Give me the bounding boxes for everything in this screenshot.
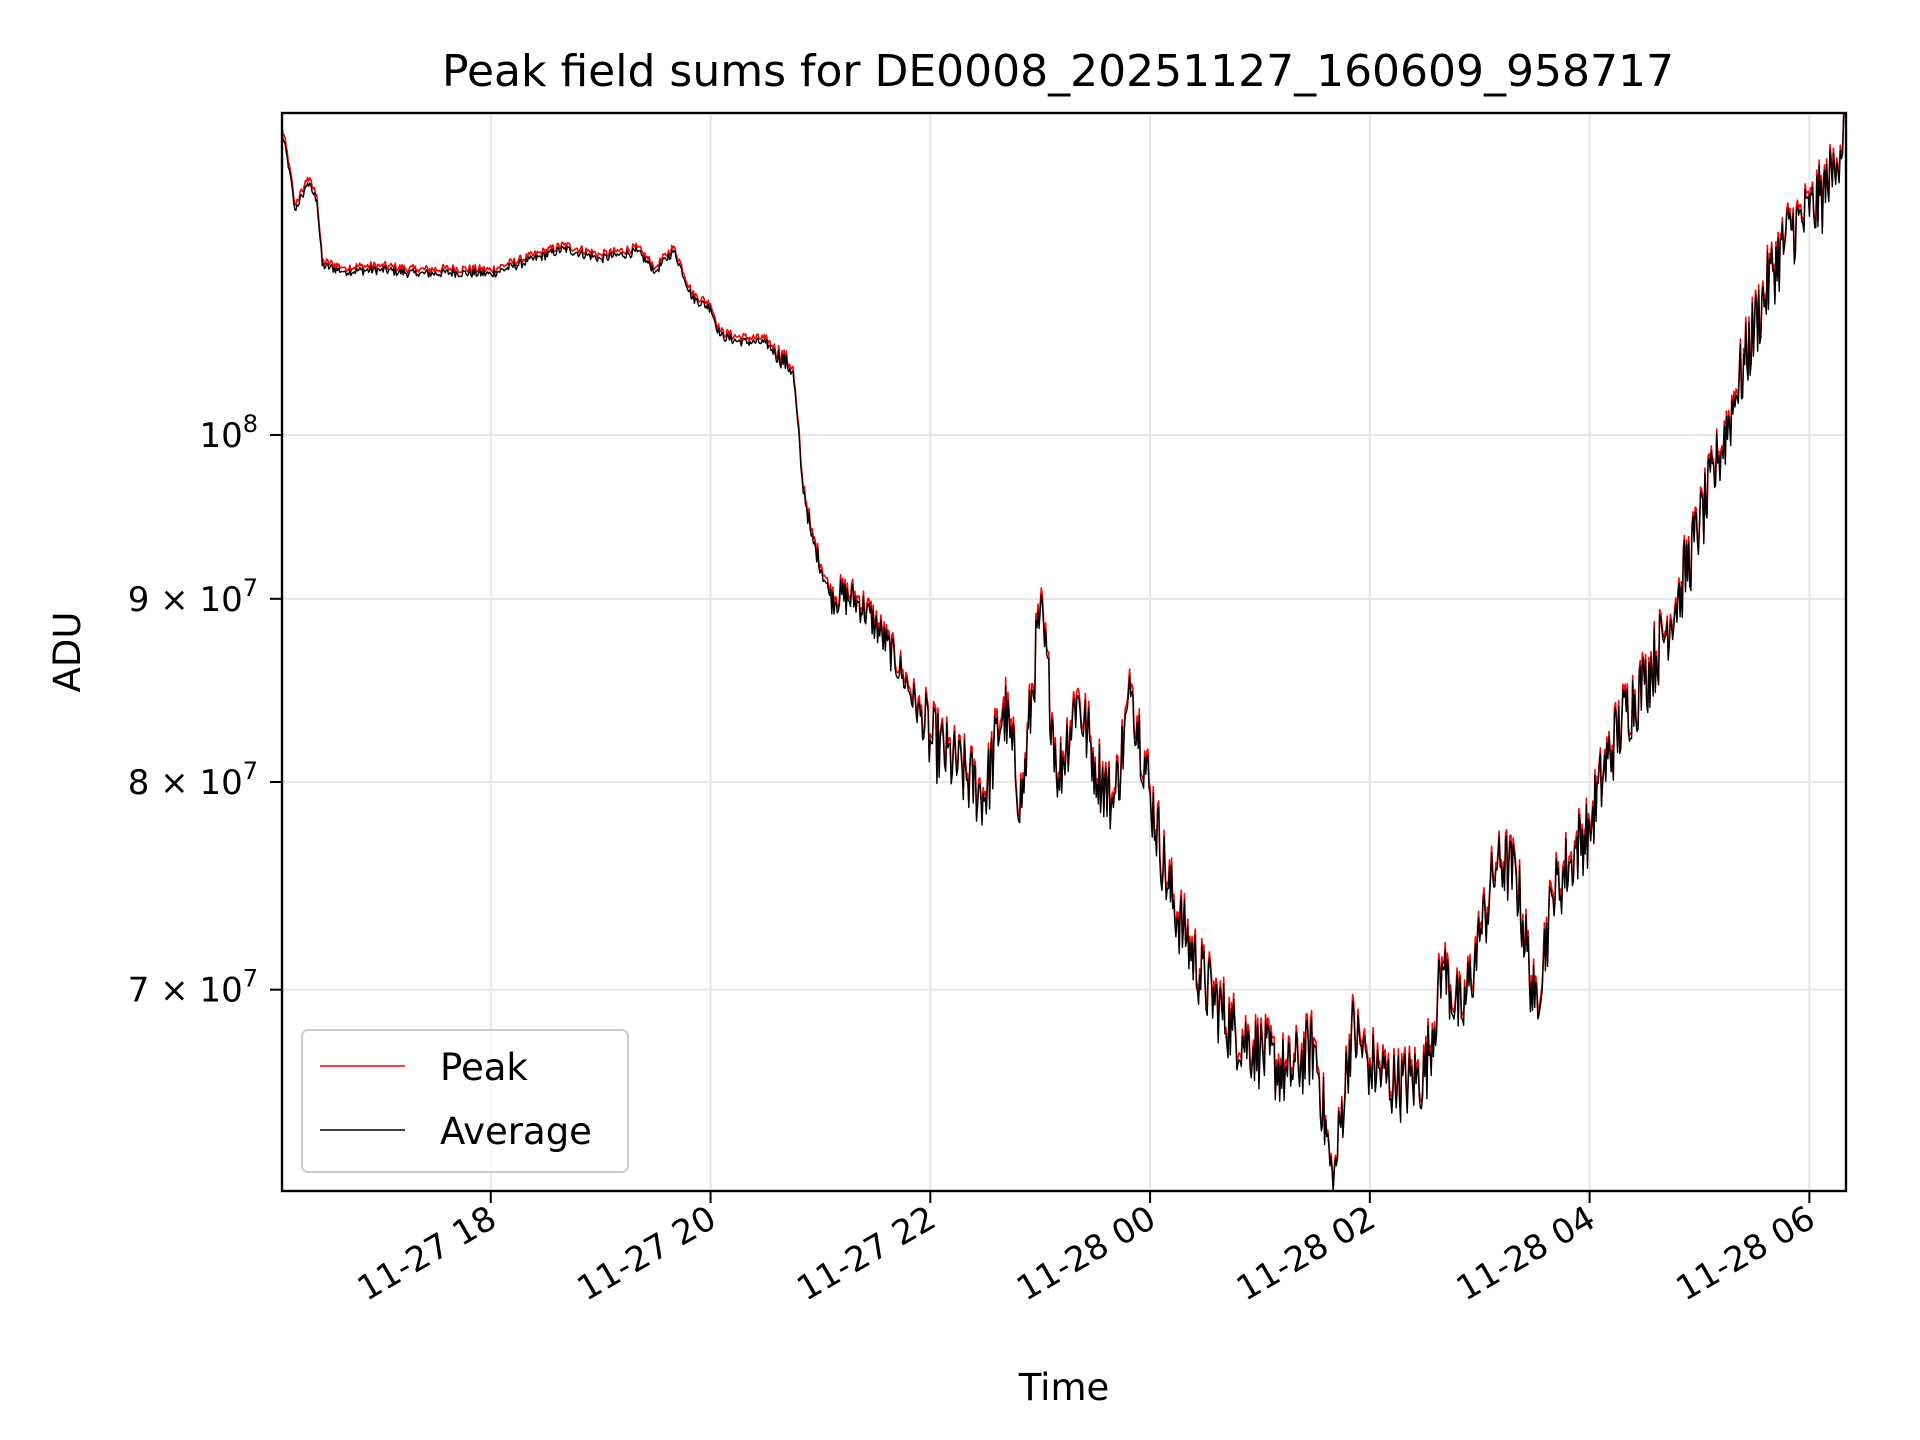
y-tick-label: 108: [199, 410, 258, 456]
y-tick-label: 9 × 107: [128, 574, 258, 620]
x-axis-label: Time: [1018, 1366, 1110, 1409]
legend-label-average: Average: [440, 1110, 592, 1153]
y-axis-label: ADU: [46, 612, 89, 693]
series-line-average: [281, 112, 1847, 1192]
series-layer: [281, 112, 1847, 1192]
legend-label-peak: Peak: [440, 1046, 528, 1089]
y-tick-label: 8 × 107: [128, 757, 258, 803]
y-axis: 7 × 107 8 × 107 9 × 107 108: [128, 410, 282, 1011]
y-tick-label: 7 × 107: [128, 965, 258, 1011]
legend: Peak Average: [301, 1029, 629, 1173]
plot-frame: [280, 111, 1848, 1193]
gridlines: [282, 113, 1846, 1191]
chart-title: Peak field sums for DE0008_20251127_1606…: [442, 46, 1674, 97]
